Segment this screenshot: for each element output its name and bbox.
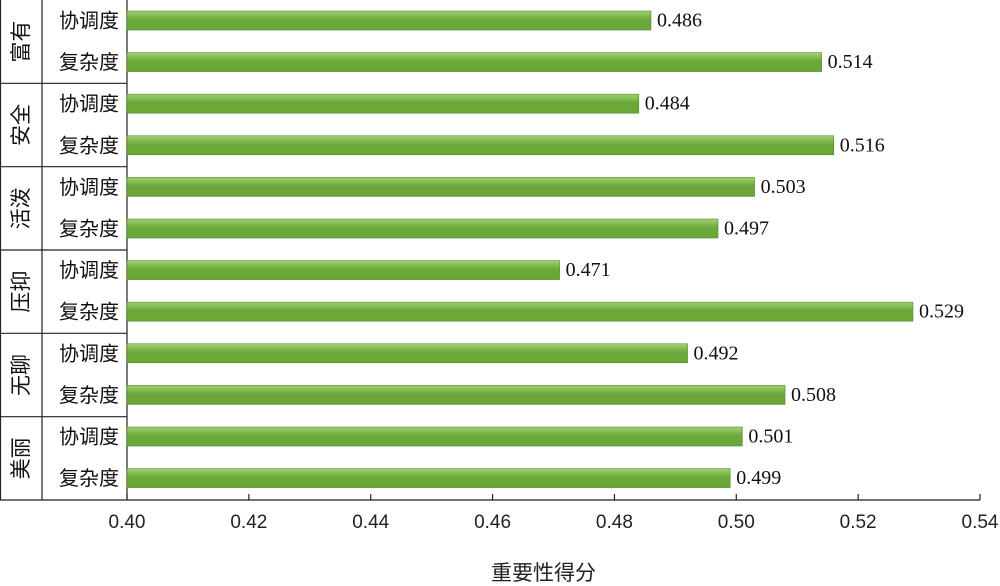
bars-layer [126,10,914,488]
bar-value-label: 0.529 [919,301,964,323]
ticks-layer: 0.40 0.42 0.44 0.46 0.48 0.50 0.52 0.54 [109,494,999,533]
bar-value-label: 0.514 [828,51,873,73]
bar [126,218,719,239]
bar-value-label: 0.516 [840,134,885,156]
bar [126,135,835,156]
bar [126,301,914,322]
group-label: 压抑 [9,271,33,313]
bar-category-label: 复杂度 [59,133,119,157]
bar [126,52,822,72]
x-tick-label: 0.52 [840,512,877,533]
axis-frame [0,0,980,501]
x-tick-label: 0.46 [474,512,511,533]
bar-category-label: 协调度 [59,9,119,33]
bar-value-label: 0.503 [761,176,806,198]
bar-value-label: 0.497 [724,218,769,240]
bar-value-label: 0.499 [736,467,781,489]
bar [126,385,786,405]
x-tick-label: 0.50 [718,512,755,533]
bar-category-label: 复杂度 [59,466,119,490]
bar [126,93,640,114]
bar-category-label: 协调度 [59,341,119,365]
group-label: 富有 [9,21,33,63]
bar-category-label: 复杂度 [59,383,119,407]
group-label: 无聊 [9,354,33,396]
group-label: 活泼 [9,187,33,229]
x-tick-label: 0.44 [352,512,389,533]
x-tick-label: 0.40 [109,512,146,533]
bar-value-label: 0.471 [566,259,611,281]
bar [126,10,652,31]
bar [126,177,755,197]
bar-value-label: 0.484 [645,93,690,115]
x-tick-label: 0.48 [596,512,633,533]
bar [126,426,743,447]
group-label: 美丽 [9,437,33,479]
bar-value-label: 0.486 [657,10,702,32]
group-label: 安全 [9,104,33,146]
bar-category-label: 复杂度 [59,50,119,74]
bar-category-label: 协调度 [59,425,119,449]
x-axis-title: 重要性得分 [491,561,596,585]
bar-category-label: 复杂度 [59,217,119,241]
x-tick-label: 0.42 [230,512,267,533]
bar-category-label: 协调度 [59,258,119,282]
bar [126,468,731,488]
x-tick-label: 0.54 [962,512,999,533]
bar-value-label: 0.508 [791,384,836,406]
bar-value-label: 0.492 [694,342,739,364]
bar-category-label: 协调度 [59,92,119,116]
bar [126,260,560,280]
bar-category-label: 协调度 [59,175,119,199]
bar-category-label: 复杂度 [59,300,119,324]
bar [126,343,688,364]
bar-value-label: 0.501 [748,426,793,448]
